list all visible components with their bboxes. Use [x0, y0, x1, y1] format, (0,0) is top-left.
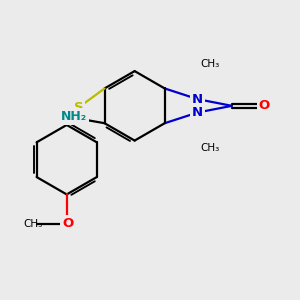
Text: CH₃: CH₃	[23, 219, 42, 229]
Text: N: N	[192, 106, 203, 119]
Text: CH₃: CH₃	[200, 143, 219, 153]
Text: S: S	[74, 101, 83, 114]
Text: O: O	[63, 218, 74, 230]
Text: CH₃: CH₃	[200, 58, 219, 69]
Text: NH₂: NH₂	[61, 110, 87, 123]
Text: O: O	[259, 99, 270, 112]
Text: N: N	[192, 93, 203, 106]
